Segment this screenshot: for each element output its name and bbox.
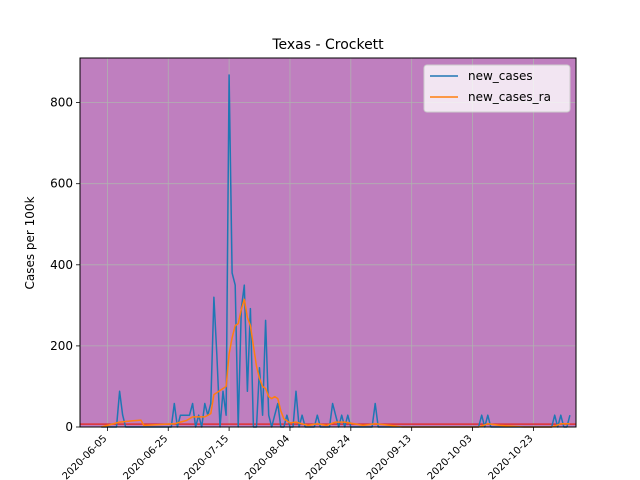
x-tick-label: 2020-07-15 <box>182 433 231 480</box>
x-tick-label: 2020-08-04 <box>243 433 292 480</box>
y-tick-label: 200 <box>50 339 73 353</box>
legend: new_cases new_cases_ra <box>423 64 571 113</box>
legend-label: new_cases_ra <box>468 90 551 104</box>
legend-box <box>423 64 571 113</box>
x-axis: 2020-06-05 2020-06-25 2020-07-15 2020-08-04… <box>61 427 536 480</box>
y-axis-label: Cases per 100k <box>23 196 37 289</box>
y-tick-label: 600 <box>50 177 73 191</box>
series-line-new-cases <box>101 74 571 428</box>
series-layer <box>101 74 571 428</box>
series-line-new-cases-ra <box>101 298 570 428</box>
y-tick-label: 0 <box>65 420 73 434</box>
plot-area <box>80 58 576 427</box>
x-tick-label: 2020-09-13 <box>365 433 414 480</box>
y-axis: 0 200 400 600 800 <box>50 96 80 434</box>
chart-title: Texas - Crockett <box>271 37 384 53</box>
y-tick-label: 800 <box>50 96 73 110</box>
x-tick-label: 2020-06-25 <box>121 433 170 480</box>
legend-label: new_cases <box>468 69 533 83</box>
x-tick-label: 2020-06-05 <box>61 433 110 480</box>
x-tick-label: 2020-08-24 <box>304 433 353 480</box>
x-tick-label: 2020-10-23 <box>487 433 536 480</box>
x-tick-label: 2020-10-03 <box>426 433 475 480</box>
plot-frame <box>79 57 577 428</box>
y-tick-label: 400 <box>50 258 73 272</box>
